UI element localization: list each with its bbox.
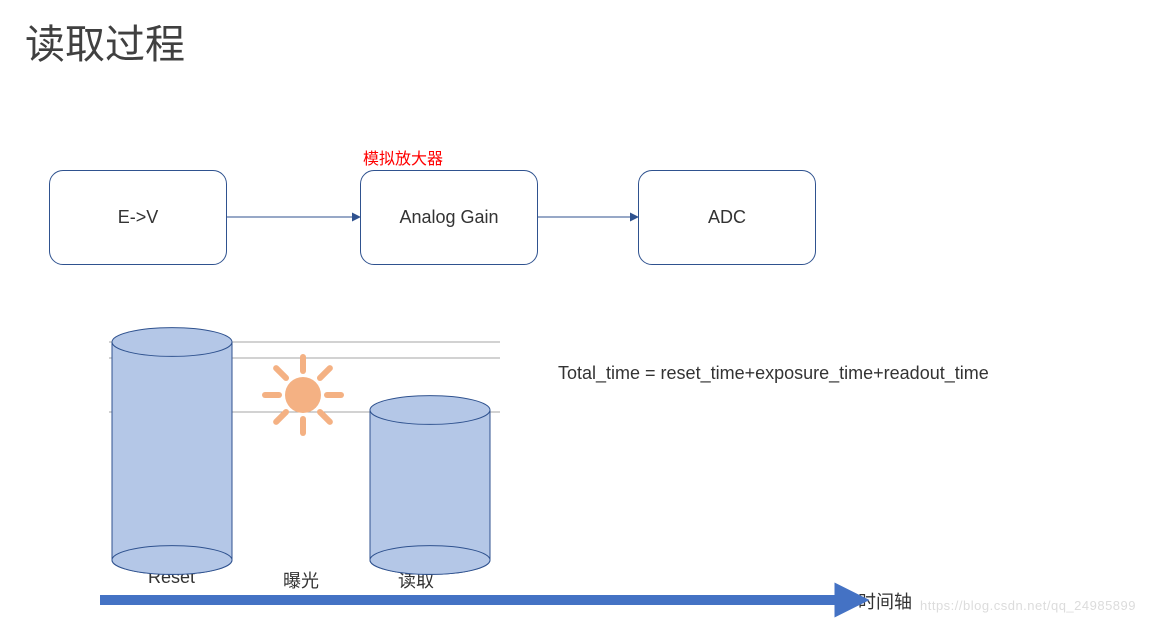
slide-title: 读取过程 — [25, 12, 185, 70]
guide-lines — [109, 342, 500, 412]
phase-label-expose: 曝光 — [283, 567, 319, 593]
flow-node-adc: ADC — [638, 170, 816, 265]
flow-node-gain: Analog Gain — [360, 170, 538, 265]
diagram-svg — [0, 0, 1156, 637]
time-axis-label: 时间轴 — [858, 588, 912, 614]
sun-icon — [265, 357, 341, 433]
flow-node-ev: E->V — [49, 170, 227, 265]
phase-label-reset: Reset — [148, 567, 195, 588]
full-well-label: Full Well — [136, 445, 205, 466]
gain-annotation: 模拟放大器 — [363, 145, 443, 169]
watermark: https://blog.csdn.net/qq_24985899 — [920, 598, 1136, 613]
phase-label-read: 读取 — [398, 567, 434, 593]
total-time-formula: Total_time = reset_time+exposure_time+re… — [558, 363, 989, 384]
